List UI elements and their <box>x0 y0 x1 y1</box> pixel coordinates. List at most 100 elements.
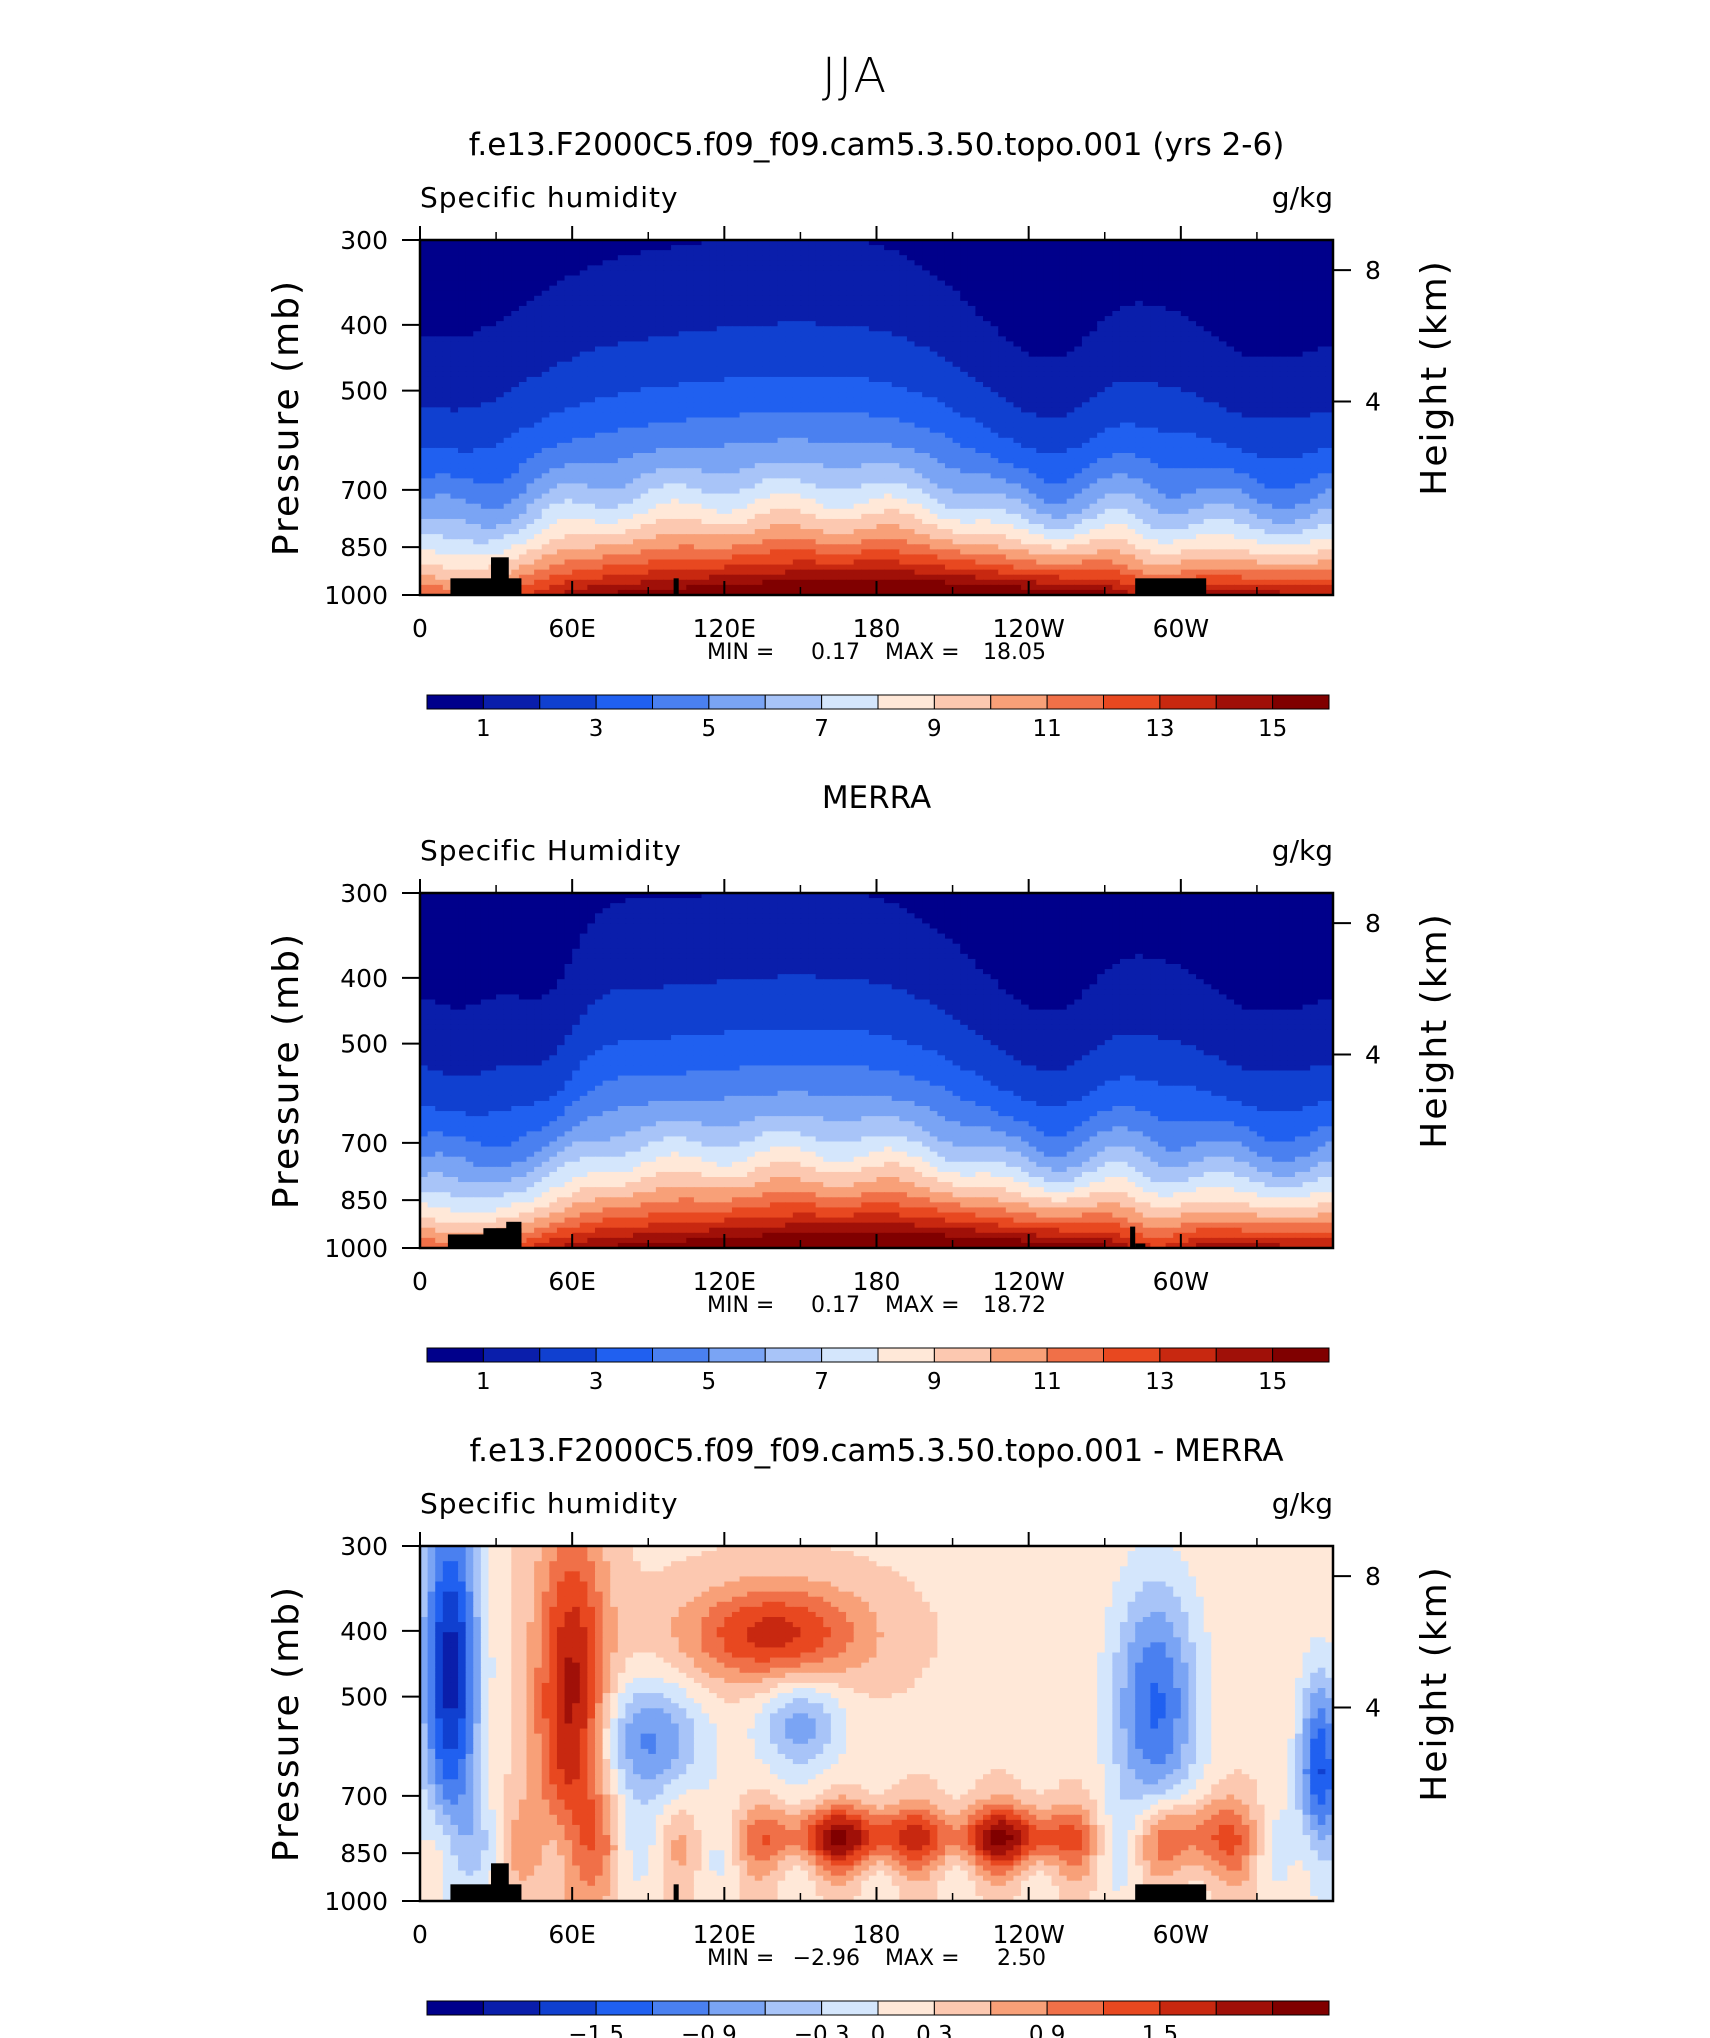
field-cell <box>580 433 588 439</box>
field-cell <box>1059 250 1067 256</box>
field-cell <box>877 260 885 266</box>
field-cell <box>770 347 778 353</box>
field-cell <box>1295 423 1303 429</box>
field-cell <box>1150 301 1158 307</box>
field-cell <box>998 347 1006 353</box>
field-cell <box>709 347 717 353</box>
field-cell <box>1295 407 1303 413</box>
field-cell <box>1226 281 1234 287</box>
field-cell <box>1226 326 1234 332</box>
field-cell <box>587 367 595 373</box>
field-cell <box>618 260 626 266</box>
field-cell <box>922 362 930 368</box>
field-cell <box>1204 311 1212 317</box>
field-cell <box>1112 336 1120 342</box>
field-cell <box>991 316 999 322</box>
field-cell <box>1272 265 1280 271</box>
field-cell <box>1226 265 1234 271</box>
field-cell <box>983 357 991 363</box>
field-cell <box>1234 423 1242 429</box>
field-cell <box>603 397 611 403</box>
field-cell <box>1150 402 1158 408</box>
field-cell <box>1295 397 1303 403</box>
field-cell <box>770 245 778 251</box>
field-cell <box>1181 418 1189 424</box>
field-cell <box>740 311 748 317</box>
field-cell <box>1280 402 1288 408</box>
field-cell <box>702 412 710 418</box>
field-cell <box>869 362 877 368</box>
field-cell <box>671 357 679 363</box>
field-cell <box>884 438 892 444</box>
field-cell <box>618 245 626 251</box>
field-cell <box>945 387 953 393</box>
field-cell <box>1287 296 1295 302</box>
field-cell <box>1265 245 1273 251</box>
field-cell <box>618 443 626 449</box>
field-cell <box>1234 341 1242 347</box>
field-cell <box>1173 438 1181 444</box>
field-cell <box>1082 265 1090 271</box>
field-cell <box>709 311 717 317</box>
field-cell <box>580 341 588 347</box>
field-cell <box>770 443 778 449</box>
field-cell <box>755 397 763 403</box>
field-cell <box>1112 397 1120 403</box>
field-cell <box>511 397 519 403</box>
field-cell <box>572 377 580 383</box>
field-cell <box>610 402 618 408</box>
field-cell <box>694 387 702 393</box>
field-cell <box>1036 367 1044 373</box>
field-cell <box>473 412 481 418</box>
field-cell <box>1051 402 1059 408</box>
field-cell <box>968 372 976 378</box>
field-cell <box>458 367 466 373</box>
field-cell <box>557 357 565 363</box>
field-cell <box>595 255 603 261</box>
field-cell <box>892 286 900 292</box>
field-cell <box>937 362 945 368</box>
field-cell <box>587 402 595 408</box>
field-cell <box>793 341 801 347</box>
field-cell <box>595 245 603 251</box>
field-cell <box>846 276 854 282</box>
field-cell <box>488 407 496 413</box>
field-cell <box>800 255 808 261</box>
field-cell <box>1287 382 1295 388</box>
field-cell <box>892 372 900 378</box>
field-cell <box>1265 382 1273 388</box>
field-cell <box>975 347 983 353</box>
field-cell <box>724 438 732 444</box>
field-cell <box>1090 321 1098 327</box>
field-cell <box>580 306 588 312</box>
field-cell <box>572 250 580 256</box>
field-cell <box>603 311 611 317</box>
field-cell <box>587 438 595 444</box>
field-cell <box>1105 296 1113 302</box>
field-cell <box>1287 331 1295 337</box>
field-cell <box>1166 281 1174 287</box>
field-cell <box>1150 392 1158 398</box>
field-cell <box>778 306 786 312</box>
field-cell <box>679 260 687 266</box>
field-cell <box>488 331 496 337</box>
field-cell <box>1265 428 1273 434</box>
field-cell <box>861 331 869 337</box>
field-cell <box>610 448 618 454</box>
field-cell <box>1097 407 1105 413</box>
field-cell <box>915 245 923 251</box>
field-cell <box>656 407 664 413</box>
field-cell <box>595 397 603 403</box>
field-cell <box>443 260 451 266</box>
field-cell <box>488 418 496 424</box>
field-cell <box>1143 336 1151 342</box>
field-cell <box>899 336 907 342</box>
field-cell <box>572 397 580 403</box>
field-cell <box>1044 260 1052 266</box>
field-cell <box>1249 281 1257 287</box>
field-cell <box>473 276 481 282</box>
field-cell <box>808 336 816 342</box>
field-cell <box>877 276 885 282</box>
field-cell <box>618 433 626 439</box>
field-cell <box>785 301 793 307</box>
